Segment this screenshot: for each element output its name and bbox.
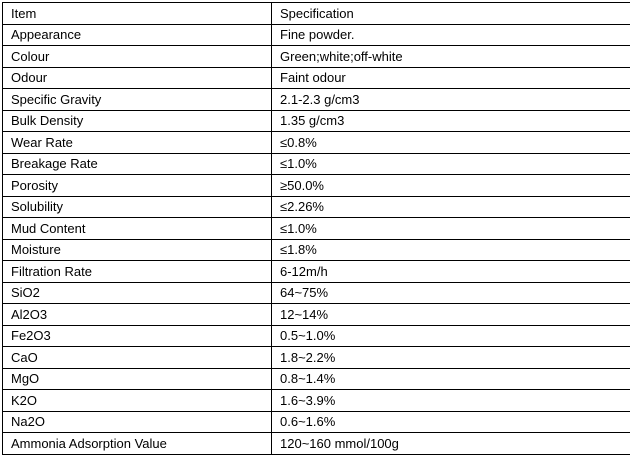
spec-cell: 120~160 mmol/100g — [271, 432, 630, 455]
table-row: Breakage Rate ≤1.0% — [2, 152, 630, 175]
table-row: MgO 0.8~1.4% — [2, 367, 630, 390]
table-row: Na2O 0.6~1.6% — [2, 410, 630, 433]
item-cell: Al2O3 — [2, 303, 272, 326]
spec-cell: Fine powder. — [271, 23, 630, 46]
table-row: K2O 1.6~3.9% — [2, 389, 630, 412]
item-cell: Specific Gravity — [2, 88, 272, 111]
table-row: Filtration Rate 6-12m/h — [2, 260, 630, 283]
item-cell: Ammonia Adsorption Value — [2, 432, 272, 455]
spec-cell: 0.5~1.0% — [271, 324, 630, 347]
spec-cell: 0.6~1.6% — [271, 410, 630, 433]
item-cell: SiO2 — [2, 281, 272, 304]
item-cell: Solubility — [2, 195, 272, 218]
table-row: Odour Faint odour — [2, 66, 630, 89]
item-cell: K2O — [2, 389, 272, 412]
spec-cell: ≤1.0% — [271, 217, 630, 240]
table-row: Appearance Fine powder. — [2, 23, 630, 46]
item-cell: Porosity — [2, 174, 272, 197]
table-row: Mud Content ≤1.0% — [2, 217, 630, 240]
spec-cell: ≤1.8% — [271, 238, 630, 261]
spec-cell: 12~14% — [271, 303, 630, 326]
spec-cell: 1.8~2.2% — [271, 346, 630, 369]
table-row: Al2O3 12~14% — [2, 303, 630, 326]
table-row: Wear Rate ≤0.8% — [2, 131, 630, 154]
item-cell: Mud Content — [2, 217, 272, 240]
table-row: Bulk Density 1.35 g/cm3 — [2, 109, 630, 132]
spec-cell: 6-12m/h — [271, 260, 630, 283]
table-row: Colour Green;white;off-white — [2, 45, 630, 68]
table-row: Ammonia Adsorption Value 120~160 mmol/10… — [2, 432, 630, 455]
item-cell: Appearance — [2, 23, 272, 46]
item-cell: Colour — [2, 45, 272, 68]
item-cell: Na2O — [2, 410, 272, 433]
item-cell: CaO — [2, 346, 272, 369]
item-cell: MgO — [2, 367, 272, 390]
spec-cell: ≤2.26% — [271, 195, 630, 218]
column-header-specification: Specification — [271, 2, 630, 25]
spec-cell: 0.8~1.4% — [271, 367, 630, 390]
table-row: SiO2 64~75% — [2, 281, 630, 304]
column-header-item: Item — [2, 2, 272, 25]
table-row: CaO 1.8~2.2% — [2, 346, 630, 369]
table-header-row: Item Specification — [2, 2, 630, 25]
spec-cell: ≤0.8% — [271, 131, 630, 154]
item-cell: Filtration Rate — [2, 260, 272, 283]
table-row: Solubility ≤2.26% — [2, 195, 630, 218]
table-row: Fe2O3 0.5~1.0% — [2, 324, 630, 347]
table-row: Moisture ≤1.8% — [2, 238, 630, 261]
spec-cell: 64~75% — [271, 281, 630, 304]
item-cell: Wear Rate — [2, 131, 272, 154]
spec-cell: 1.35 g/cm3 — [271, 109, 630, 132]
spec-cell: Green;white;off-white — [271, 45, 630, 68]
spec-cell: 1.6~3.9% — [271, 389, 630, 412]
item-cell: Breakage Rate — [2, 152, 272, 175]
table-row: Specific Gravity 2.1-2.3 g/cm3 — [2, 88, 630, 111]
table-row: Porosity ≥50.0% — [2, 174, 630, 197]
item-cell: Bulk Density — [2, 109, 272, 132]
spec-cell: 2.1-2.3 g/cm3 — [271, 88, 630, 111]
spec-cell: ≥50.0% — [271, 174, 630, 197]
item-cell: Fe2O3 — [2, 324, 272, 347]
spec-cell: Faint odour — [271, 66, 630, 89]
item-cell: Moisture — [2, 238, 272, 261]
spec-cell: ≤1.0% — [271, 152, 630, 175]
item-cell: Odour — [2, 66, 272, 89]
